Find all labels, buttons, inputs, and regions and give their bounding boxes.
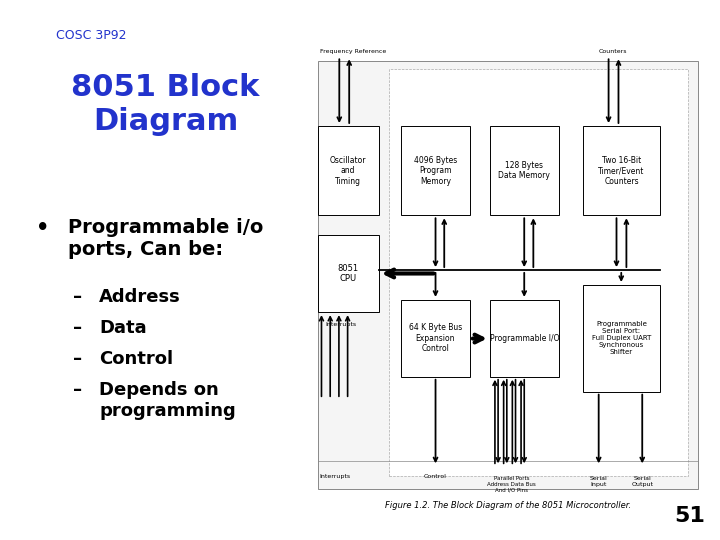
Text: Interrupts: Interrupts [319, 474, 350, 478]
Text: Programmable i/o
ports, Can be:: Programmable i/o ports, Can be: [68, 218, 263, 259]
Text: Address: Address [99, 288, 181, 306]
Bar [582, 285, 660, 392]
Text: 51: 51 [675, 505, 706, 526]
Text: Control: Control [424, 474, 447, 478]
Bar [318, 62, 698, 489]
Text: Programmable
Serial Port:
Full Duplex UART
Synchronous
Shifter: Programmable Serial Port: Full Duplex UA… [592, 321, 651, 355]
Text: –: – [73, 319, 83, 338]
Text: 4096 Bytes
Program
Memory: 4096 Bytes Program Memory [414, 156, 457, 186]
Text: •: • [36, 218, 50, 238]
Text: –: – [73, 381, 83, 400]
Bar [400, 300, 470, 377]
Text: Data: Data [99, 319, 147, 338]
Bar [490, 300, 559, 377]
Bar [389, 69, 688, 476]
Text: Depends on
programming: Depends on programming [99, 381, 236, 420]
Bar [400, 126, 470, 215]
Text: Serial
Output: Serial Output [631, 476, 653, 487]
Text: Two 16-Bit
Timer/Event
Counters: Two 16-Bit Timer/Event Counters [598, 156, 644, 186]
Text: 64 K Byte Bus
Expansion
Control: 64 K Byte Bus Expansion Control [409, 323, 462, 353]
Text: Control: Control [99, 350, 174, 368]
Text: Programmable I/O: Programmable I/O [490, 334, 559, 343]
Text: COSC 3P92: COSC 3P92 [56, 29, 127, 42]
Text: Oscillator
and
Timing: Oscillator and Timing [330, 156, 366, 186]
Text: Counters: Counters [599, 49, 627, 54]
Text: Interrupts: Interrupts [325, 322, 356, 327]
Text: 128 Bytes
Data Memory: 128 Bytes Data Memory [498, 161, 550, 180]
Text: –: – [73, 350, 83, 368]
Text: Serial
Input: Serial Input [590, 476, 608, 487]
Bar [490, 126, 559, 215]
Text: Figure 1.2. The Block Diagram of the 8051 Microcontroller.: Figure 1.2. The Block Diagram of the 805… [384, 502, 631, 510]
Text: 8051
CPU: 8051 CPU [338, 264, 359, 284]
Text: 8051 Block
Diagram: 8051 Block Diagram [71, 73, 260, 136]
Bar [318, 235, 379, 312]
Text: –: – [73, 288, 83, 306]
Bar [582, 126, 660, 215]
Bar [318, 126, 379, 215]
Text: Parallel Ports
Address Data Bus
And I/O Pins: Parallel Ports Address Data Bus And I/O … [487, 476, 536, 493]
Text: Frequency Reference: Frequency Reference [320, 49, 386, 54]
